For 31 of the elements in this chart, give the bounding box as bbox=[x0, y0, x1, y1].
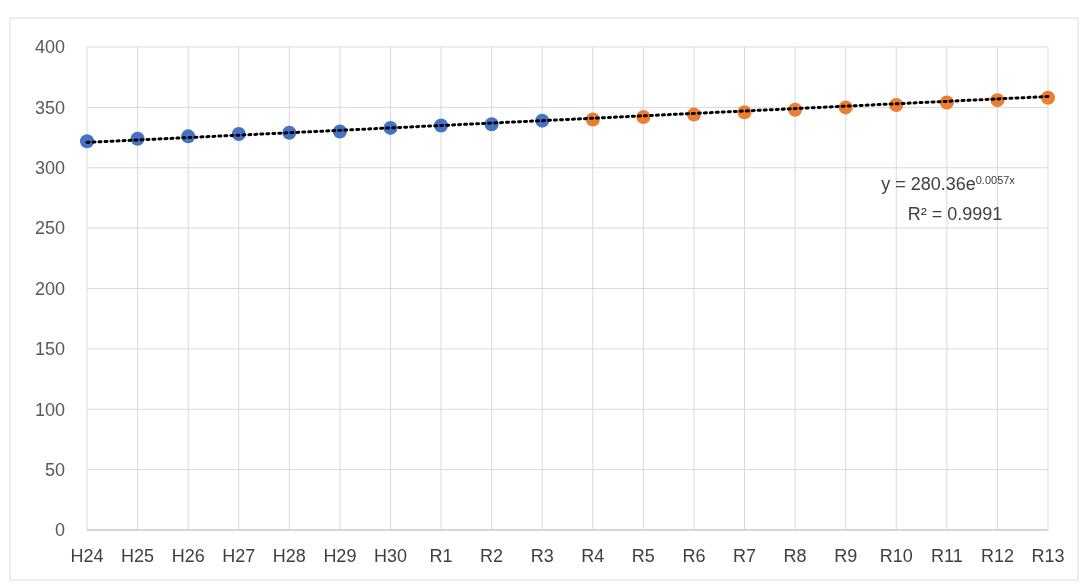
x-tick-label: R9 bbox=[834, 546, 858, 566]
x-tick-label: R6 bbox=[682, 546, 706, 566]
x-tick-label: R5 bbox=[631, 546, 655, 566]
y-tick-label: 250 bbox=[34, 218, 65, 239]
y-tick-label: 150 bbox=[34, 339, 65, 360]
annotation: y = 280.36e$^{0.0057x}$ bbox=[881, 174, 1016, 194]
x-tick-label: H29 bbox=[323, 546, 357, 566]
x-tick-label: H28 bbox=[272, 546, 306, 566]
x-tick-label: H30 bbox=[373, 546, 407, 566]
x-tick-label: H24 bbox=[70, 546, 104, 566]
x-tick-label: H27 bbox=[222, 546, 256, 566]
x-tick-label: R7 bbox=[733, 546, 757, 566]
x-tick-label: R12 bbox=[980, 546, 1014, 566]
y-tick-label: 350 bbox=[34, 97, 65, 118]
x-tick-label: R1 bbox=[429, 546, 453, 566]
x-tick-label: R2 bbox=[480, 546, 504, 566]
y-tick-label: 200 bbox=[34, 278, 65, 299]
x-tick-label: H25 bbox=[121, 546, 155, 566]
annotation: R² = 0.9991 bbox=[907, 204, 1003, 224]
y-tick-label: 50 bbox=[44, 459, 65, 480]
y-tick-label: 0 bbox=[54, 520, 65, 541]
y-tick-label: 100 bbox=[34, 399, 65, 420]
x-tick-label: R10 bbox=[879, 546, 913, 566]
x-tick-label: R4 bbox=[581, 546, 605, 566]
y-tick-label: 400 bbox=[34, 37, 65, 58]
x-tick-label: R3 bbox=[530, 546, 554, 566]
x-tick-label: R11 bbox=[931, 546, 963, 566]
x-tick-label: R13 bbox=[1031, 546, 1065, 566]
x-tick-label: R8 bbox=[783, 546, 807, 566]
y-tick-label: 300 bbox=[34, 158, 65, 179]
x-tick-label: H26 bbox=[171, 546, 205, 566]
